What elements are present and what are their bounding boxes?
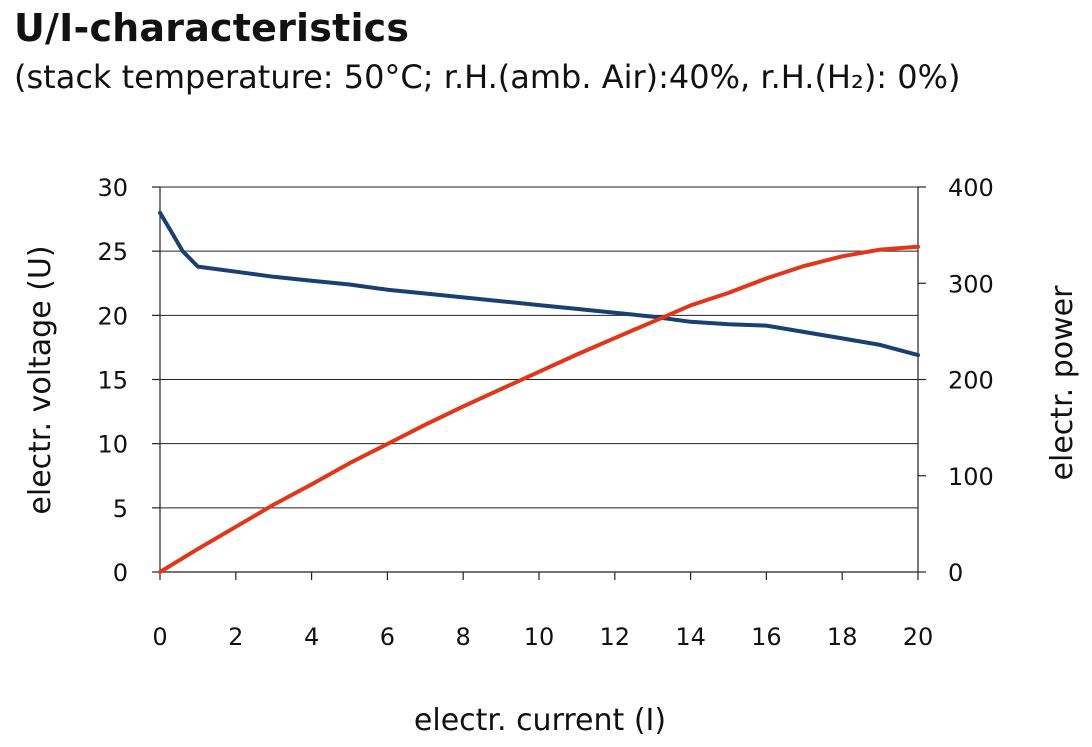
y-tick-label: 5 [113, 495, 128, 523]
series-layer [158, 210, 920, 574]
y2-tick-label: 200 [948, 367, 994, 395]
y2-tick-label: 300 [948, 270, 994, 298]
y-tick-label: 20 [97, 302, 128, 330]
y-tick-label: 15 [97, 367, 128, 395]
x-tick-label: 8 [456, 623, 471, 651]
x-tick-label: 14 [675, 623, 706, 651]
x-axis-title: electr. current (I) [414, 703, 666, 738]
y-tick-label: 25 [97, 238, 128, 266]
x-tick-label: 18 [827, 623, 858, 651]
x-tick-label: 16 [751, 623, 782, 651]
y-tick-label: 0 [113, 559, 128, 587]
grid-layer [160, 186, 918, 509]
x-tick-label: 10 [524, 623, 555, 651]
y-tick-label: 30 [97, 174, 128, 202]
y2-axis-title: electr. power [1045, 285, 1080, 481]
voltage-series-line [158, 210, 920, 358]
x-tick-label: 20 [903, 623, 934, 651]
x-tick-label: 4 [304, 623, 319, 651]
axes-layer [152, 186, 926, 580]
chart-subtitle: (stack temperature: 50°C; r.H.(amb. Air)… [14, 58, 961, 96]
x-tick-label: 12 [600, 623, 631, 651]
x-tick-label: 6 [380, 623, 395, 651]
x-tick-label: 0 [152, 623, 167, 651]
x-tick-label: 2 [228, 623, 243, 651]
y-axis-title: electr. voltage (U) [23, 245, 58, 514]
y2-tick-label: 0 [948, 559, 963, 587]
power-series-line [158, 244, 920, 574]
chart-title: U/I-characteristics [14, 6, 410, 50]
y2-tick-label: 400 [948, 174, 994, 202]
y2-tick-label: 100 [948, 463, 994, 491]
y-tick-label: 10 [97, 431, 128, 459]
